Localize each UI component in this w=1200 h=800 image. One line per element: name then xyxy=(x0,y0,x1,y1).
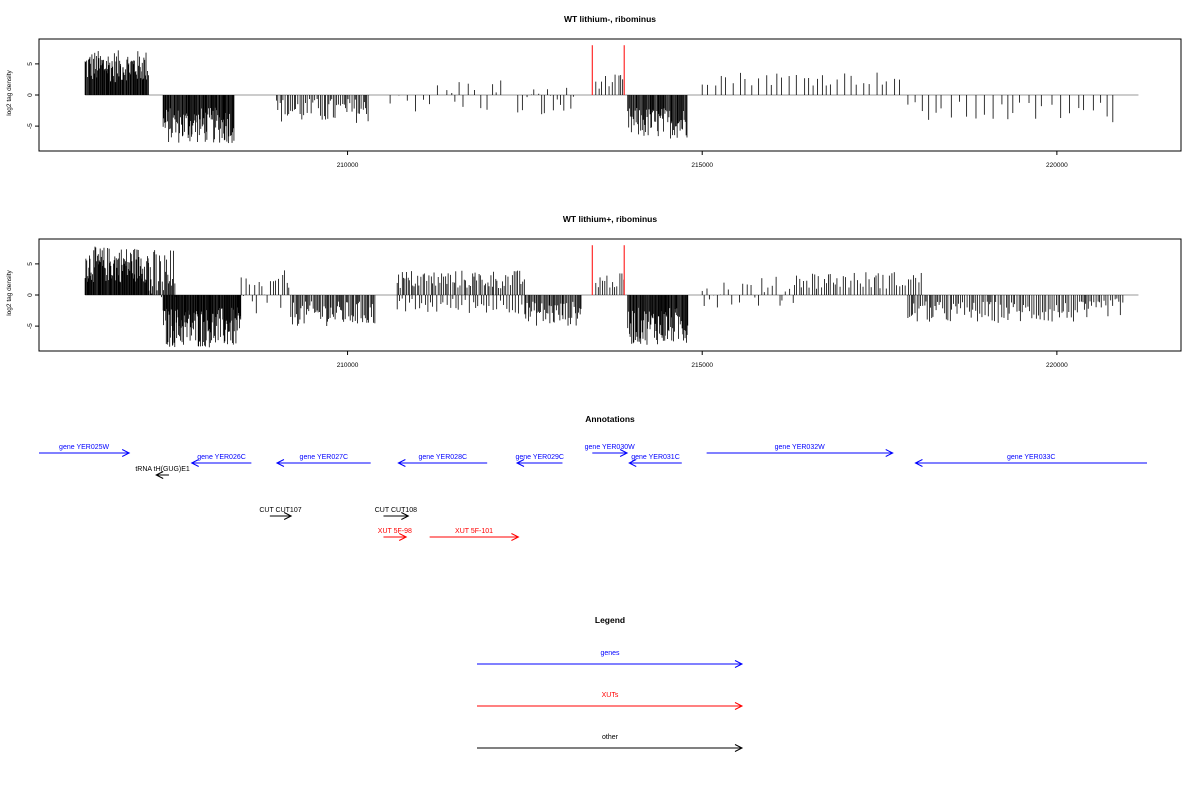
x-tick-label: 215000 xyxy=(691,162,713,169)
legend-arrow xyxy=(477,744,744,752)
annotation-feature: gene YER031C xyxy=(628,454,682,467)
feature-label: gene YER030W xyxy=(585,444,635,451)
feature-label: CUT CUT107 xyxy=(259,507,301,514)
feature-arrow xyxy=(269,512,293,520)
feature-label: gene YER028C xyxy=(419,454,468,461)
y-axis-label: log2 tag density xyxy=(6,269,13,315)
feature-arrow xyxy=(383,533,408,541)
legend-arrow xyxy=(477,702,744,710)
x-tick-label: 210000 xyxy=(337,162,359,169)
annotations-panel: Annotations gene YER025W gene YER026C tRNA… xyxy=(39,414,1147,541)
feature-arrow xyxy=(628,459,682,467)
x-tick-label: 210000 xyxy=(337,362,359,369)
feature-label: gene YER032W xyxy=(775,444,825,451)
annotation-feature: gene YER033C xyxy=(914,454,1147,467)
feature-arrow xyxy=(515,459,563,467)
track-title: WT lithium-, ribominus xyxy=(564,14,656,24)
annotation-feature: XUT 5F-98 xyxy=(378,528,412,541)
annotation-feature: CUT CUT107 xyxy=(259,507,302,520)
annotation-feature: gene YER025W xyxy=(39,444,131,457)
feature-label: gene YER027C xyxy=(300,454,349,461)
feature-label: gene YER029C xyxy=(515,454,564,461)
annotations-title: Annotations xyxy=(585,414,635,424)
legend-item: genes xyxy=(477,650,744,668)
annotation-feature: gene YER027C xyxy=(275,454,371,467)
feature-label: gene YER031C xyxy=(631,454,680,461)
legend-item: XUTs xyxy=(477,692,744,710)
feature-arrow xyxy=(39,449,131,457)
feature-arrow xyxy=(592,449,629,457)
feature-arrow xyxy=(914,459,1147,467)
x-tick-label: 215000 xyxy=(691,362,713,369)
feature-arrow xyxy=(429,533,520,541)
feature-label: gene YER026C xyxy=(197,454,246,461)
x-tick-label: 220000 xyxy=(1046,162,1068,169)
annotation-feature: XUT 5F-101 xyxy=(429,528,520,541)
feature-label: tRNA tH(GUG)E1 xyxy=(135,466,190,473)
x-tick-label: 220000 xyxy=(1046,362,1068,369)
feature-arrow xyxy=(383,512,410,520)
feature-label: CUT CUT108 xyxy=(375,507,417,514)
legend-title: Legend xyxy=(595,615,625,625)
track-panel-lithium-minus: WT lithium-, ribominus log2 tag density … xyxy=(6,14,1182,169)
y-tick-label: -5 xyxy=(27,123,34,129)
y-tick-label: 0 xyxy=(27,93,34,97)
annotation-feature: CUT CUT108 xyxy=(375,507,417,520)
track-title: WT lithium+, ribominus xyxy=(563,214,657,224)
feature-label: XUT 5F-98 xyxy=(378,528,412,535)
feature-arrow xyxy=(190,459,252,467)
annotation-feature: gene YER030W xyxy=(585,444,635,457)
track-panel-lithium-plus: WT lithium+, ribominus log2 tag density … xyxy=(6,214,1182,369)
legend-label: XUTs xyxy=(602,692,619,699)
legend-item: other xyxy=(477,734,744,752)
feature-arrow xyxy=(155,471,169,479)
annotation-feature: gene YER032W xyxy=(706,444,894,457)
annotation-feature: gene YER028C xyxy=(397,454,488,467)
feature-label: gene YER033C xyxy=(1007,454,1056,461)
feature-label: XUT 5F-101 xyxy=(455,528,493,535)
annotation-feature: gene YER026C xyxy=(190,454,252,467)
legend: Legend genes XUTs other xyxy=(477,615,744,752)
annotation-feature: gene YER029C xyxy=(515,454,564,467)
feature-arrow xyxy=(397,459,488,467)
y-tick-label: 5 xyxy=(27,262,34,266)
y-tick-label: 0 xyxy=(27,293,34,297)
feature-arrow xyxy=(275,459,371,467)
annotation-feature: tRNA tH(GUG)E1 xyxy=(135,466,190,479)
legend-label: other xyxy=(602,734,619,741)
y-axis-label: log2 tag density xyxy=(6,69,13,115)
legend-label: genes xyxy=(600,650,620,657)
legend-arrow xyxy=(477,660,744,668)
y-tick-label: -5 xyxy=(27,323,34,329)
feature-label: gene YER025W xyxy=(59,444,109,451)
y-tick-label: 5 xyxy=(27,62,34,66)
feature-arrow xyxy=(706,449,894,457)
